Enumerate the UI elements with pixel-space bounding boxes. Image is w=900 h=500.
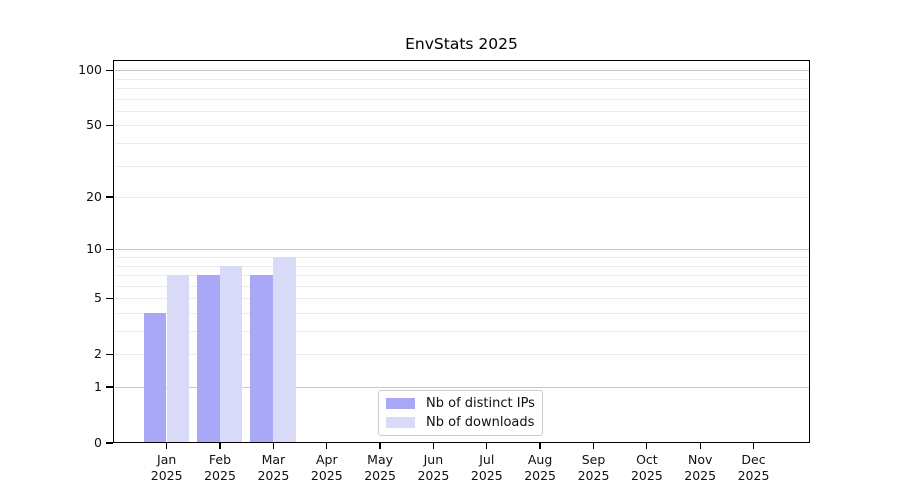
x-tick-month-oct: Oct [636,452,658,467]
gridline-minor-40 [114,143,809,144]
x-tick-year-apr: 2025 [310,467,343,483]
gridline-minor-3 [114,331,809,332]
y-tick-mark-50 [106,124,113,127]
x-tick-month-may: May [367,452,394,467]
bar-nb-of-downloads-mar [273,257,296,442]
gridline-minor-2 [114,354,809,356]
legend: Nb of distinct IPs Nb of downloads [378,390,543,436]
x-tick-mark-oct [646,443,648,449]
x-tick-label-oct: Oct 2025 [615,452,679,483]
x-tick-label-may: May 2025 [348,452,412,483]
x-tick-month-dec: Dec [741,452,766,467]
gridline-minor-5 [114,298,809,300]
x-tick-mark-jul [486,443,488,449]
x-tick-label-feb: Feb 2025 [188,452,252,483]
x-tick-label-jul: Jul 2025 [455,452,519,483]
legend-entry-nb-of-distinct-ips: Nb of distinct IPs [386,396,535,411]
gridline-minor-4 [114,313,809,314]
bar-nb-of-downloads-jan [166,275,190,442]
x-tick-year-may: 2025 [364,467,396,483]
bar-nb-of-distinct-ips-feb [197,275,220,442]
y-tick-label-0: 0 [94,435,102,450]
x-tick-year-mar: 2025 [257,467,290,483]
legend-label-nb-of-distinct-ips: Nb of distinct IPs [426,396,535,411]
x-tick-year-aug: 2025 [524,467,556,483]
gridline-major-1 [114,387,809,388]
y-tick-mark-10 [106,248,113,250]
gridline-minor-80 [114,88,809,89]
y-tick-mark-0 [106,442,113,444]
gridline-minor-8 [114,265,809,267]
gridline-major-100 [114,70,809,72]
x-tick-mark-jan [166,443,168,449]
x-tick-year-jul: 2025 [470,467,503,483]
y-tick-label-10: 10 [86,241,102,257]
y-tick-mark-5 [106,297,113,299]
gridline-minor-30 [114,165,809,167]
y-tick-mark-100 [106,69,113,71]
gridline-minor-90 [114,78,809,80]
x-tick-month-nov: Nov [687,452,713,467]
gridline-minor-20 [114,197,809,199]
x-tick-month-aug: Aug [527,452,553,467]
x-tick-mark-nov [699,443,701,449]
gridline-minor-70 [114,98,809,100]
x-tick-month-jan: Jan [157,452,177,467]
bar-nb-of-distinct-ips-mar [250,275,273,442]
x-tick-mark-mar [272,443,275,449]
y-tick-mark-2 [106,353,113,355]
y-tick-label-100: 100 [78,62,102,78]
y-tick-label-50: 50 [86,117,102,133]
gridline-minor-9 [114,257,809,258]
x-tick-year-feb: 2025 [204,467,236,483]
x-tick-mark-may [379,443,381,449]
x-tick-mark-dec [752,443,755,449]
bar-nb-of-distinct-ips-jan [143,313,167,442]
x-tick-mark-apr [326,443,328,449]
x-tick-year-sep: 2025 [577,467,610,483]
x-tick-year-jun: 2025 [417,467,450,483]
y-tick-label-1: 1 [94,379,102,394]
x-tick-year-jan: 2025 [150,467,183,483]
x-tick-label-nov: Nov 2025 [668,452,732,483]
x-tick-month-jun: Jun [423,452,444,467]
y-tick-mark-20 [106,196,113,198]
y-tick-label-5: 5 [94,290,102,306]
gridline-minor-50 [114,125,809,127]
legend-label-nb-of-downloads: Nb of downloads [426,415,535,430]
chart-title: EnvStats 2025 [405,35,518,53]
legend-swatch-nb-of-distinct-ips [386,398,415,409]
gridline-minor-60 [114,110,809,112]
x-tick-month-jul: Jul [479,452,495,467]
legend-entry-nb-of-downloads: Nb of downloads [386,415,535,430]
x-tick-month-mar: Mar [261,452,286,467]
x-tick-year-nov: 2025 [684,467,717,483]
y-tick-label-2: 2 [94,346,102,362]
x-tick-mark-sep [592,443,595,449]
x-tick-label-dec: Dec 2025 [722,452,786,483]
y-tick-label-20: 20 [86,189,102,205]
x-tick-year-dec: 2025 [737,467,770,483]
y-tick-mark-1 [106,386,113,388]
x-tick-label-sep: Sep 2025 [562,452,626,483]
gridline-minor-6 [114,285,809,287]
x-tick-month-apr: Apr [315,452,338,467]
gridline-minor-7 [114,275,809,276]
x-tick-label-apr: Apr 2025 [295,452,359,483]
x-tick-mark-feb [219,443,221,449]
bar-nb-of-downloads-feb [219,265,243,442]
x-tick-mark-aug [539,443,541,449]
legend-swatch-nb-of-downloads [386,417,415,428]
x-tick-month-feb: Feb [208,452,232,467]
x-tick-label-aug: Aug 2025 [508,452,572,483]
gridline-major-10 [114,249,809,251]
x-tick-mark-jun [432,443,435,449]
x-tick-month-sep: Sep [581,452,606,467]
x-tick-year-oct: 2025 [630,467,663,483]
x-tick-label-jun: Jun 2025 [401,452,465,483]
x-tick-label-jan: Jan 2025 [135,452,199,483]
x-tick-label-mar: Mar 2025 [241,452,305,483]
